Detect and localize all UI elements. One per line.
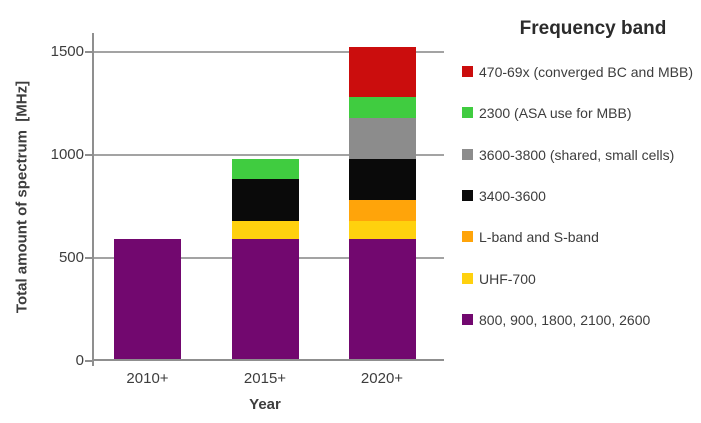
bar-2020+ xyxy=(348,47,416,361)
legend-swatch xyxy=(462,231,473,243)
legend-swatch xyxy=(462,313,473,325)
y-tick-mark xyxy=(85,360,92,362)
y-tick-label: 0 xyxy=(75,352,84,369)
legend-item: L-band and S-band xyxy=(462,227,699,248)
legend-item-label: 3400-3600 xyxy=(479,187,546,204)
bar-segment xyxy=(231,179,299,221)
y-tick-label: 500 xyxy=(58,248,84,266)
y-axis-line xyxy=(92,33,94,366)
legend-item: 3600-3800 (shared, small cells) xyxy=(462,145,699,166)
legend-swatch xyxy=(462,189,473,201)
x-tick-label: 2020+ xyxy=(360,370,404,387)
legend-title: Frequency band xyxy=(519,18,667,39)
bar-segment xyxy=(348,117,416,159)
bar-segment xyxy=(231,239,299,361)
x-tick-label: 2010+ xyxy=(126,370,169,387)
legend-swatch xyxy=(462,107,473,119)
bar-segment xyxy=(348,220,416,240)
x-axis-line xyxy=(92,359,444,361)
x-tick-label: 2015+ xyxy=(243,370,287,387)
bar-segment xyxy=(231,220,299,240)
bar-segment xyxy=(348,47,416,97)
legend-item: 470-69x (converged BC and MBB) xyxy=(462,62,699,83)
y-tick-label: 1500 xyxy=(50,42,84,60)
y-tick-mark xyxy=(85,153,92,156)
bar-segment xyxy=(348,158,416,201)
plot-area xyxy=(92,33,444,366)
bar-segment xyxy=(348,96,416,118)
legend-item-label: UHF-700 xyxy=(479,270,536,287)
bar-segment xyxy=(348,200,416,221)
gridline xyxy=(92,153,444,156)
legend-item: 800, 900, 1800, 2100, 2600 xyxy=(462,310,699,331)
legend-item: 2300 (ASA use for MBB) xyxy=(462,103,699,124)
y-tick-label: 1000 xyxy=(50,145,84,163)
legend-item-label: 800, 900, 1800, 2100, 2600 xyxy=(479,311,651,328)
legend-swatch xyxy=(462,66,473,77)
bar-segment xyxy=(114,239,181,361)
legend: Frequency band 470-69x (converged BC and… xyxy=(455,0,701,423)
legend-item-label: 3600-3800 (shared, small cells) xyxy=(479,146,675,163)
legend-item: 3400-3600 xyxy=(462,186,699,207)
x-axis-title: Year xyxy=(249,396,281,413)
legend-item: UHF-700 xyxy=(462,269,699,290)
y-tick-mark xyxy=(85,50,92,53)
legend-swatch xyxy=(462,272,473,284)
bar-2010+ xyxy=(114,239,181,361)
legend-item-label: 470-69x (converged BC and MBB) xyxy=(479,64,693,80)
legend-swatch xyxy=(462,148,473,160)
legend-item-label: 2300 (ASA use for MBB) xyxy=(479,105,632,122)
y-axis-title: Total amount of spectrum [MHz] xyxy=(13,80,31,314)
bar-2015+ xyxy=(231,158,299,361)
y-tick-mark xyxy=(85,256,92,259)
gridline xyxy=(92,50,444,53)
bar-segment xyxy=(231,158,299,180)
bar-segment xyxy=(348,239,416,361)
legend-item-label: L-band and S-band xyxy=(479,229,599,246)
